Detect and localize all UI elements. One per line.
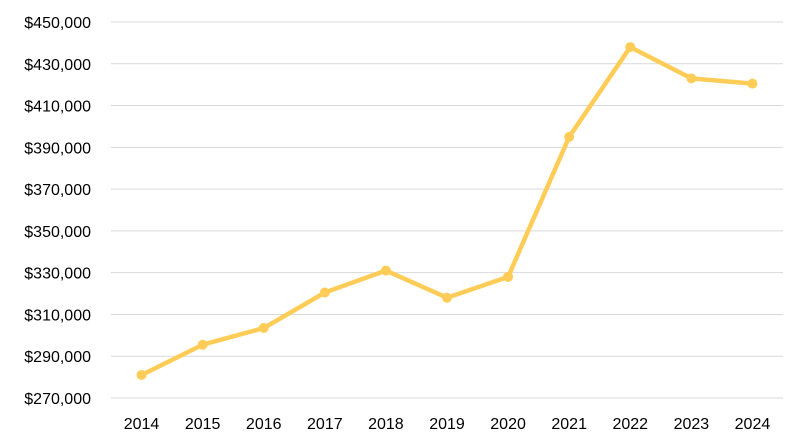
x-tick-label: 2020 — [490, 416, 526, 433]
data-point-2015 — [197, 339, 208, 350]
x-tick-label: 2021 — [551, 416, 587, 433]
y-tick-label: $290,000 — [24, 349, 91, 366]
data-point-2019 — [442, 292, 452, 303]
y-tick-label: $350,000 — [24, 224, 91, 241]
x-tick-label: 2024 — [735, 416, 771, 433]
x-tick-label: 2017 — [307, 416, 343, 433]
y-tick-label: $450,000 — [24, 15, 91, 32]
data-point-2018 — [380, 265, 391, 276]
x-tick-label: 2014 — [124, 416, 160, 433]
data-point-2023 — [686, 73, 697, 84]
x-tick-label: 2019 — [429, 416, 465, 433]
x-tick-label: 2015 — [185, 416, 221, 433]
data-point-2022 — [625, 42, 636, 53]
y-tick-label: $370,000 — [24, 182, 91, 199]
y-tick-label: $330,000 — [24, 266, 91, 283]
series-line — [139, 44, 755, 378]
series-group — [136, 42, 758, 381]
x-tick-label: 2018 — [368, 416, 404, 433]
y-tick-label: $430,000 — [24, 57, 91, 74]
y-axis-tick-labels: $270,000 $290,000 $310,000 $330,000 $350,000… — [24, 15, 91, 408]
data-point-2014 — [136, 370, 147, 381]
data-point-2020 — [503, 271, 514, 282]
y-tick-label: $270,000 — [24, 391, 91, 408]
data-point-2016 — [258, 323, 269, 334]
gridlines — [111, 21, 783, 399]
x-axis-tick-labels: 2014 2015 2016 2017 2018 2019 2020 2021 2022 2023… — [124, 416, 771, 433]
x-tick-label: 2022 — [612, 416, 648, 433]
y-tick-label: $390,000 — [24, 140, 91, 157]
y-tick-label: $410,000 — [24, 99, 91, 116]
y-tick-label: $310,000 — [24, 307, 91, 324]
data-point-2024 — [747, 78, 758, 89]
x-tick-label: 2016 — [246, 416, 282, 433]
data-point-2021 — [564, 131, 575, 142]
data-point-2017 — [319, 287, 330, 298]
x-tick-label: 2023 — [674, 416, 710, 433]
